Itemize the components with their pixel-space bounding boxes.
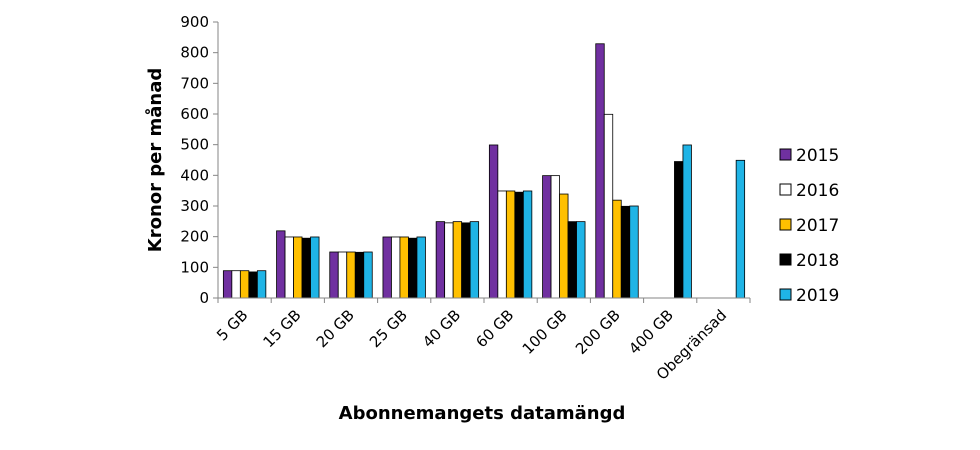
x-tick-label: 400 GB (625, 306, 677, 358)
bar-2015 (382, 236, 392, 299)
bar-2015 (329, 251, 339, 299)
legend-swatch-2019 (779, 288, 792, 301)
bar-2017 (505, 190, 516, 299)
legend-label-2015: 2015 (796, 146, 839, 166)
bar-2018 (514, 191, 524, 299)
y-tick-label: 400 (180, 166, 209, 184)
bar-2017 (293, 236, 303, 299)
bar-2016 (284, 236, 294, 299)
y-axis-ticks: 0 100 200 300 400 500 600 700 800 900 (180, 13, 218, 307)
bar-2019 (256, 270, 267, 299)
legend-swatch-2016 (779, 183, 792, 196)
bar-2019 (363, 251, 373, 299)
bar-2016 (391, 236, 401, 299)
bar-2016 (337, 251, 348, 299)
bar-2016 (603, 113, 614, 299)
bar-series (222, 43, 746, 299)
bar-2016 (497, 190, 507, 299)
legend-swatch-2017 (779, 218, 792, 231)
y-tick-label: 600 (180, 105, 209, 123)
bar-2019 (522, 190, 533, 299)
bar-2015 (435, 221, 446, 299)
bar-2015 (222, 270, 233, 299)
y-tick-label: 0 (199, 289, 209, 307)
legend-swatch-2015 (779, 148, 792, 161)
bar-2017 (239, 270, 250, 299)
bar-2018 (567, 221, 577, 299)
bar-2018 (620, 205, 631, 299)
bar-2019 (629, 205, 639, 299)
bar-2019 (310, 236, 320, 299)
bar-2018 (674, 161, 684, 299)
bar-2018 (408, 237, 418, 299)
x-tick-label: 40 GB (419, 306, 464, 351)
legend: 2015 2016 2017 2018 2019 (779, 146, 839, 306)
x-tick-label: 60 GB (472, 306, 517, 351)
y-tick-label: 300 (180, 197, 209, 215)
x-tick-label: 25 GB (366, 306, 411, 351)
y-tick-label: 200 (180, 228, 209, 246)
x-tick-label: 200 GB (572, 306, 624, 358)
bar-2019 (469, 221, 480, 299)
x-axis-title: Abonnemangets datamängd (339, 403, 626, 424)
bar-2017 (559, 193, 569, 299)
y-tick-label: 100 (180, 258, 209, 276)
legend-label-2019: 2019 (796, 286, 839, 306)
x-tick-label: 20 GB (313, 306, 358, 351)
bar-2015 (488, 144, 499, 299)
bar-2015 (276, 230, 286, 299)
bar-2015 (595, 43, 605, 299)
y-tick-label: 700 (180, 74, 209, 92)
bar-2015 (542, 175, 552, 299)
y-tick-label: 900 (180, 13, 209, 31)
y-axis-title: Kronor per månad (144, 68, 166, 253)
legend-label-2018: 2018 (796, 251, 839, 271)
bar-2019 (416, 236, 426, 299)
x-axis-tick-labels: 5 GB 15 GB 20 GB 25 GB 40 GB 60 GB 100 GB 200 G… (213, 306, 730, 383)
bar-2019 (735, 159, 746, 299)
y-tick-label: 800 (180, 44, 209, 62)
bar-2018 (248, 271, 258, 299)
x-tick-label: 5 GB (213, 306, 251, 344)
bar-2018 (301, 237, 311, 299)
legend-label-2017: 2017 (796, 216, 839, 236)
bar-2017 (612, 199, 622, 299)
legend-swatch-2018 (779, 253, 792, 266)
bar-2016 (231, 270, 241, 299)
bar-2019 (576, 221, 586, 299)
bar-2018 (461, 222, 471, 299)
x-axis-ticks (217, 298, 751, 303)
x-tick-label: 100 GB (519, 306, 571, 358)
bar-2019 (682, 144, 692, 299)
y-tick-label: 500 (180, 136, 209, 154)
bar-2016 (444, 222, 454, 299)
bar-2017 (399, 236, 409, 299)
bar-2018 (354, 251, 365, 299)
bar-2017 (452, 221, 463, 299)
legend-label-2016: 2016 (796, 181, 839, 201)
bar-2016 (550, 175, 560, 299)
x-tick-label: 15 GB (260, 306, 305, 351)
bar-2017 (346, 251, 356, 299)
